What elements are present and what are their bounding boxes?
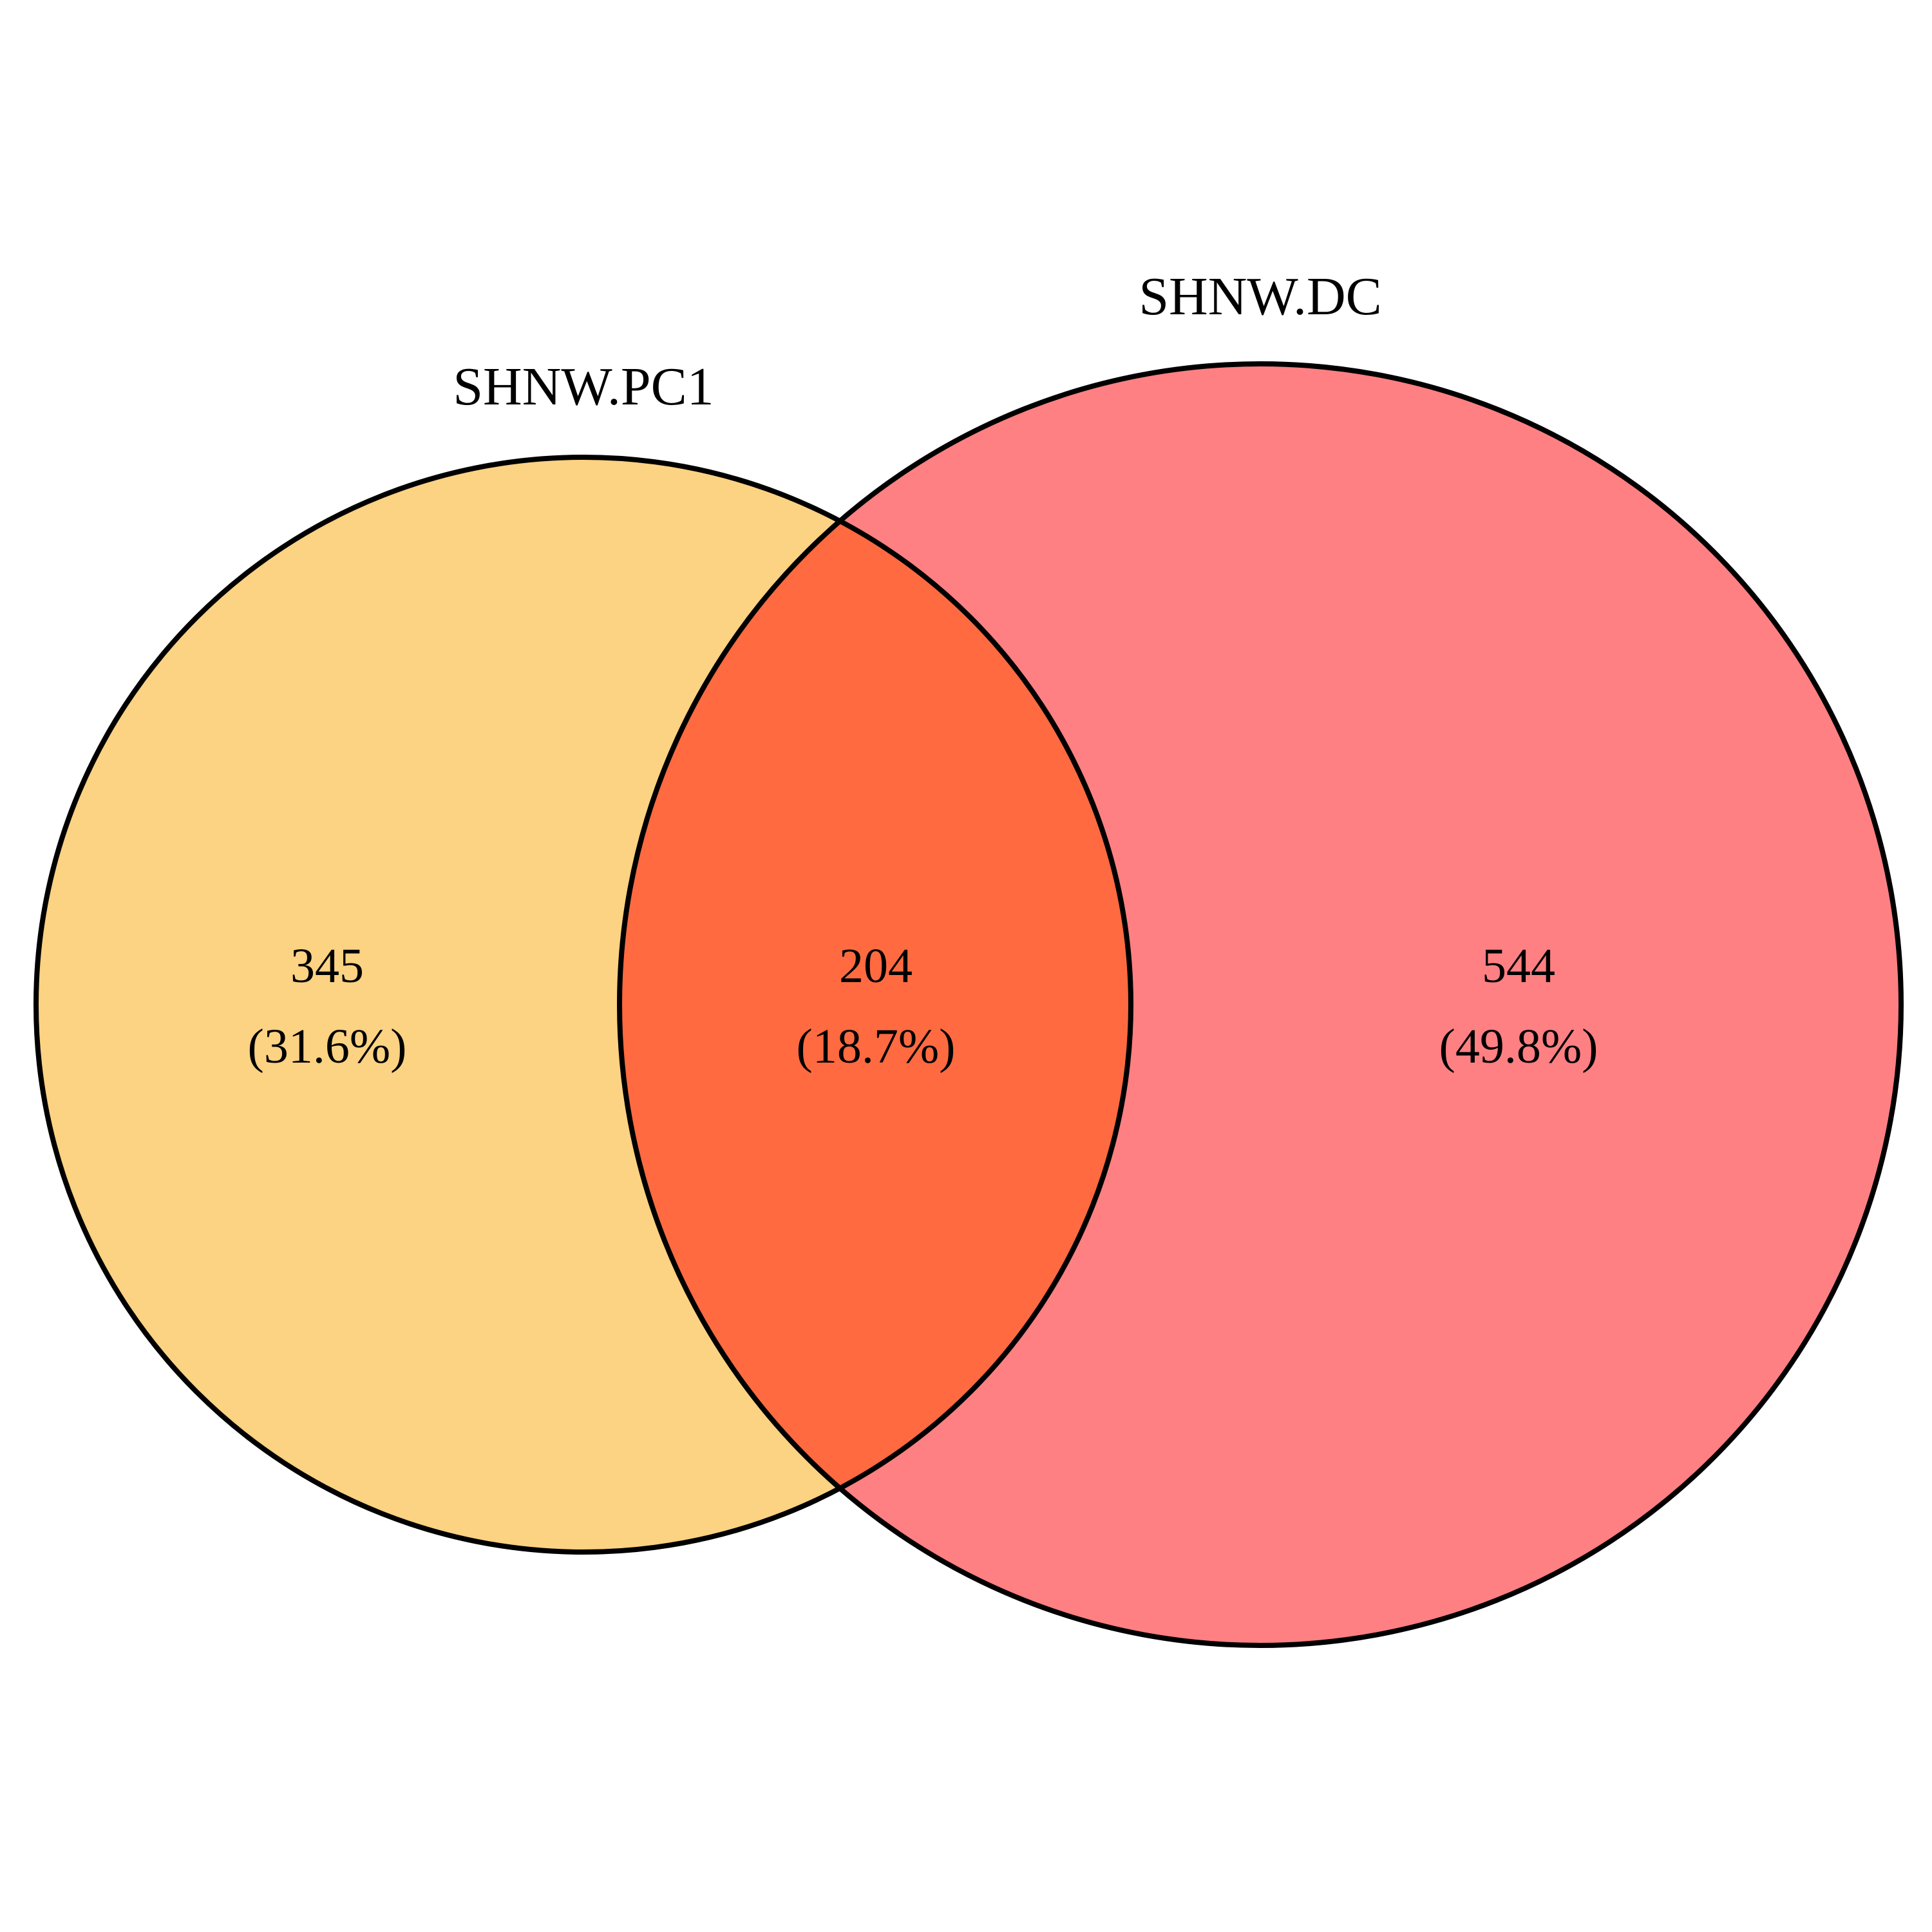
intersection-region [620,457,1131,1552]
set-outline-pc1 [33,455,1133,1555]
region-count-intersection: 204 [839,939,913,993]
set-label-pc1: SHNW.PC1 [453,357,714,417]
region-percent-pc1-only: (31.6%) [248,1019,407,1074]
set-outline-dc [617,361,1904,1648]
region-count-dc-only: 544 [1482,939,1555,993]
region-percent-dc-only: (49.8%) [1439,1019,1598,1074]
region-count-pc1-only: 345 [290,939,364,993]
set-label-dc: SHNW.DC [1139,267,1381,327]
region-percent-intersection: (18.7%) [797,1019,956,1074]
